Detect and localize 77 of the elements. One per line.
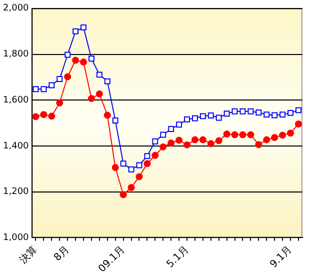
y-tick-label: 1,000 [3, 233, 30, 244]
point [199, 136, 206, 144]
point [294, 120, 302, 128]
point [72, 56, 80, 64]
x-tick-label: 8月 [52, 244, 72, 264]
point [160, 143, 167, 150]
point [256, 110, 262, 116]
point [191, 136, 198, 144]
point [232, 108, 238, 114]
point [272, 112, 278, 118]
point [192, 115, 198, 122]
point [263, 136, 270, 144]
point [295, 107, 302, 114]
point [88, 56, 94, 62]
point [279, 132, 286, 139]
point [112, 164, 119, 172]
point [207, 140, 214, 148]
point [152, 138, 158, 144]
point [96, 72, 102, 78]
point [48, 82, 55, 88]
point [264, 112, 270, 118]
point [215, 137, 222, 144]
point [88, 95, 95, 102]
point [64, 52, 71, 58]
point [223, 130, 230, 138]
point [152, 152, 159, 159]
point [144, 153, 150, 160]
point [80, 24, 86, 30]
point [160, 132, 166, 138]
point [48, 112, 56, 120]
point [208, 112, 214, 118]
point [239, 131, 246, 138]
point [286, 130, 294, 137]
point [255, 141, 262, 148]
point [168, 140, 175, 146]
point [271, 134, 278, 141]
point [288, 110, 294, 116]
y-tick-label: 1,400 [3, 141, 30, 152]
point [183, 141, 190, 148]
point [144, 160, 151, 168]
point [120, 191, 127, 198]
point [32, 113, 40, 120]
point [136, 173, 143, 180]
point [104, 78, 110, 84]
point [240, 108, 246, 114]
point [40, 86, 47, 92]
x-tick-label: 5.1月 [164, 244, 191, 270]
point [184, 116, 190, 122]
point [280, 112, 286, 118]
point [32, 86, 39, 92]
point [176, 122, 182, 128]
y-tick-label: 1,200 [3, 187, 30, 198]
y-tick-label: 1,600 [3, 95, 30, 106]
point [247, 131, 254, 138]
y-tick-label: 1,800 [3, 50, 30, 60]
point [224, 110, 230, 117]
point [112, 118, 118, 124]
y-tick-label: 2,000 [3, 4, 30, 14]
point [104, 112, 111, 119]
point [40, 111, 48, 118]
point [200, 113, 206, 120]
point [96, 90, 103, 98]
point [128, 166, 134, 172]
point [56, 99, 64, 106]
point [56, 76, 63, 82]
point [72, 28, 79, 34]
point [231, 131, 238, 138]
point [176, 136, 183, 144]
point [80, 58, 88, 66]
point [248, 108, 254, 114]
x-tick-label: 9.1月 [268, 244, 294, 270]
point [168, 126, 174, 132]
x-tick-label: 決算 [17, 243, 40, 266]
point [64, 73, 72, 80]
point [128, 184, 135, 191]
point [120, 160, 126, 167]
point [216, 114, 222, 121]
